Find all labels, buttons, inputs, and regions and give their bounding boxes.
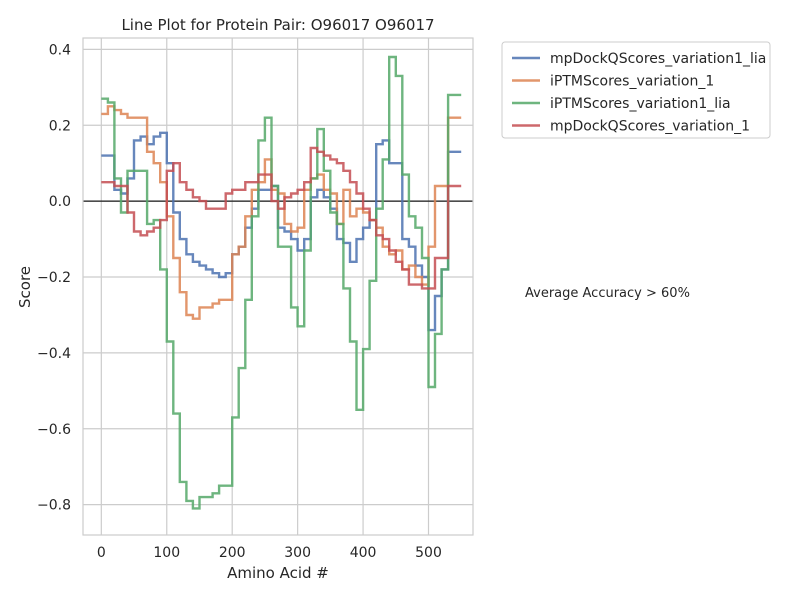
x-tick-label: 400: [350, 545, 377, 561]
plot-frame: [82, 37, 474, 536]
y-tick-label: −0.2: [37, 270, 71, 286]
series-line-3: [101, 146, 462, 290]
series-line-0: [101, 131, 462, 332]
x-tick-label: 100: [153, 545, 180, 561]
y-tick-label: 0.0: [49, 194, 71, 210]
x-tick-label: 0: [97, 545, 106, 561]
y-tick-label: 0.2: [49, 118, 71, 134]
legend: mpDockQScores_variation1_lia iPTMScores_v…: [501, 41, 771, 139]
x-axis-title: Amino Acid #: [227, 564, 329, 582]
y-tick-label: −0.4: [37, 346, 71, 362]
y-tick-label: 0.4: [49, 42, 71, 58]
x-tick-label: 200: [219, 545, 246, 561]
legend-frame: [501, 41, 771, 139]
y-axis-title: Score: [16, 266, 34, 308]
series-line-2: [101, 55, 462, 510]
legend-label-0: mpDockQScores_variation1_lia: [550, 51, 766, 67]
chart-title: Line Plot for Protein Pair: O96017 O9601…: [121, 16, 434, 34]
legend-label-3: mpDockQScores_variation_1: [550, 119, 750, 135]
y-axis-ticks: −0.8 −0.6 −0.4 −0.2 0.0 0.2 0.4: [37, 42, 71, 513]
x-tick-label: 300: [284, 545, 311, 561]
series-group: [101, 55, 462, 510]
x-tick-label: 500: [415, 545, 442, 561]
x-axis-ticks: 0 100 200 300 400 500: [97, 545, 442, 561]
y-tick-label: −0.6: [37, 422, 71, 438]
legend-label-1: iPTMScores_variation_1: [550, 74, 714, 90]
legend-label-2: iPTMScores_variation1_lia: [550, 96, 731, 112]
annotation-text: Average Accuracy > 60%: [525, 286, 690, 301]
y-tick-label: −0.8: [37, 498, 71, 514]
